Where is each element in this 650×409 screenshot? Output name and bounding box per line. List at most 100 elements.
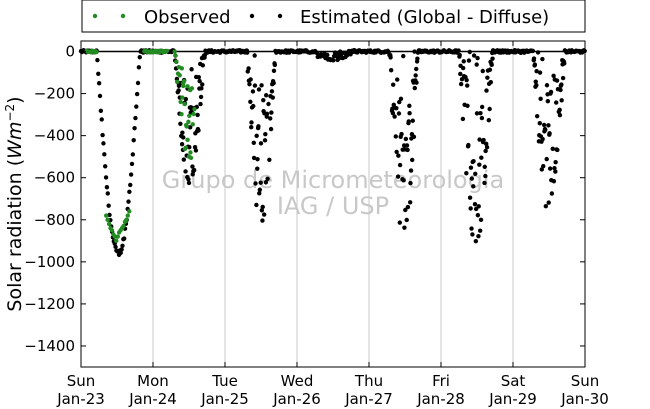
estimated-point (251, 103, 256, 109)
legend-box (81, 0, 586, 33)
estimated-point (394, 149, 399, 155)
estimated-point (533, 79, 538, 84)
estimated-point (198, 101, 203, 107)
estimated-point (256, 124, 261, 129)
estimated-point (471, 158, 476, 164)
observed-point (127, 209, 132, 214)
estimated-point (473, 238, 479, 244)
estimated-point (181, 135, 186, 140)
estimated-point (547, 166, 553, 171)
estimated-point (472, 201, 478, 207)
legend-observed-marker (92, 13, 98, 19)
estimated-point (268, 126, 274, 132)
estimated-point (405, 204, 411, 210)
estimated-point (474, 62, 479, 67)
observed-point (94, 49, 99, 55)
x-tick-label-date: Jan-26 (272, 390, 321, 408)
estimated-point (471, 184, 476, 189)
estimated-point (128, 182, 133, 188)
estimated-point (460, 116, 466, 122)
estimated-point (119, 247, 124, 252)
estimated-point (410, 118, 415, 123)
estimated-point (546, 200, 551, 205)
estimated-point (402, 225, 407, 230)
observed-point (189, 86, 195, 91)
estimated-point (134, 91, 140, 97)
estimated-point (403, 136, 409, 142)
estimated-point (487, 67, 493, 72)
estimated-point (190, 164, 195, 169)
x-tick-label-date: Jan-24 (128, 390, 177, 408)
estimated-point (338, 49, 343, 54)
estimated-point (541, 163, 546, 169)
estimated-point (261, 98, 266, 103)
observed-point (105, 217, 110, 222)
observed-point (114, 238, 119, 244)
estimated-point (466, 142, 471, 148)
estimated-point (483, 148, 488, 154)
estimated-point (392, 114, 397, 119)
estimated-point (255, 157, 260, 162)
estimated-point (104, 185, 110, 190)
estimated-point (488, 79, 494, 85)
estimated-point (475, 212, 481, 218)
estimated-point (468, 206, 473, 211)
estimated-point (258, 141, 264, 146)
estimated-point (468, 165, 474, 170)
estimated-point (544, 83, 550, 88)
estimated-point (95, 57, 100, 63)
estimated-point (272, 62, 278, 68)
estimated-point (257, 191, 262, 196)
x-tick-label-day: Sat (501, 372, 526, 390)
estimated-point (257, 187, 263, 192)
estimated-point (408, 168, 414, 173)
estimated-point (465, 103, 470, 108)
plot-frame (80, 40, 586, 368)
estimated-point (137, 55, 142, 60)
estimated-point (129, 161, 135, 167)
estimated-point (176, 83, 182, 89)
estimated-point (407, 110, 412, 116)
estimated-point (401, 53, 406, 59)
estimated-point (187, 125, 193, 130)
estimated-point (331, 58, 336, 63)
estimated-point (179, 142, 185, 147)
y-axis-ticks: 0 −200 −400 −600 −800 −1000 −1200 −1400 (24, 43, 585, 355)
observed-point (164, 48, 170, 54)
estimated-point (412, 85, 417, 91)
estimated-point (470, 232, 475, 237)
estimated-point (539, 167, 544, 172)
estimated-point (97, 93, 103, 99)
estimated-point (466, 58, 472, 63)
x-tick-label-date: Jan-30 (560, 390, 609, 408)
estimated-point (399, 131, 404, 137)
observed-point (186, 119, 191, 125)
vertical-gridlines (152, 41, 514, 367)
estimated-point (562, 61, 567, 66)
observed-series (84, 48, 197, 244)
estimated-point (414, 66, 419, 72)
x-tick-label-day: Sun (67, 372, 96, 390)
estimated-point (120, 243, 125, 249)
estimated-point (101, 141, 106, 146)
estimated-point (196, 74, 201, 80)
estimated-point (548, 89, 554, 95)
estimated-point (559, 82, 564, 87)
x-tick-label-date: Jan-29 (488, 390, 537, 408)
estimated-point (558, 87, 563, 93)
estimated-point (490, 56, 495, 61)
estimated-point (469, 226, 474, 231)
estimated-point (551, 73, 556, 79)
observed-point (187, 113, 192, 119)
x-tick-label-day: Mon (137, 372, 169, 390)
x-axis-ticks: SunJan-23MonJan-24TueJan-25WedJan-26ThuJ… (56, 41, 609, 408)
estimated-point (271, 80, 276, 86)
estimated-point (254, 133, 259, 139)
estimated-point (486, 118, 492, 123)
estimated-point (102, 164, 108, 169)
estimated-point (404, 143, 410, 148)
estimated-point (122, 236, 127, 241)
estimated-point (264, 111, 270, 117)
observed-point (174, 79, 180, 85)
